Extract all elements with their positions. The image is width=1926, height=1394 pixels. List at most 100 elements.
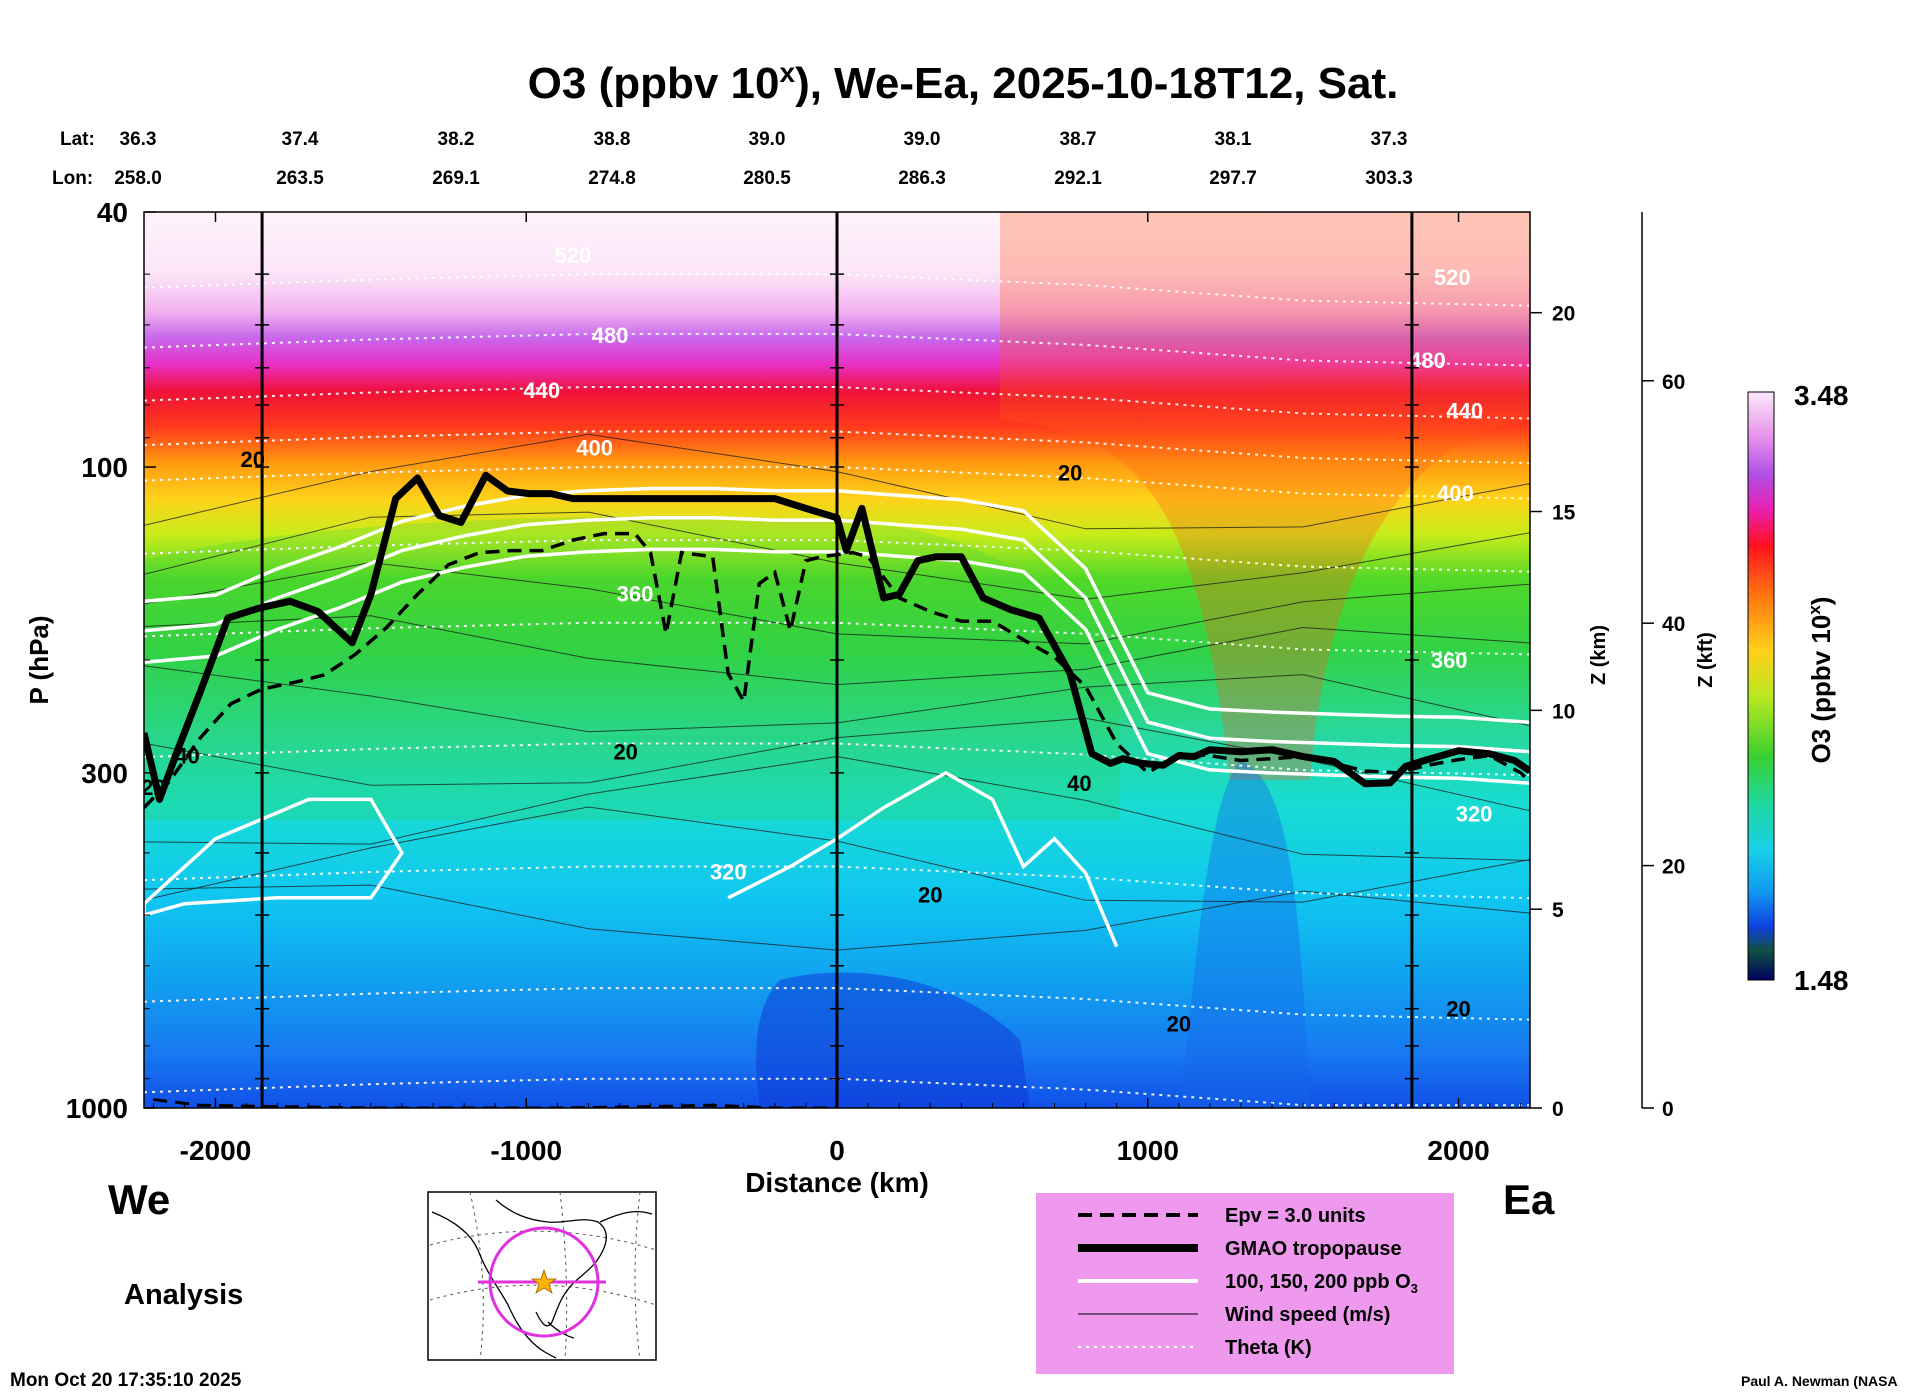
east-label: Ea	[1503, 1176, 1555, 1223]
lat-value: 36.3	[120, 129, 157, 150]
colorbar-max: 3.48	[1794, 380, 1849, 411]
tropopause-line	[144, 471, 1530, 803]
y-axis-label: P (hPa)	[24, 615, 54, 704]
legend-label: Theta (K)	[1225, 1337, 1312, 1359]
title-sup: x	[780, 57, 796, 88]
colorbar-label: O3 (ppbv 10x)	[1805, 597, 1836, 764]
theta-label: 440	[523, 378, 560, 403]
z-kft-tick-label: 20	[1662, 856, 1685, 879]
colorbar-min: 1.48	[1794, 965, 1849, 996]
colorbar-label-sup: x	[1805, 605, 1824, 615]
theta-label: 360	[1431, 648, 1468, 673]
z-km-tick-label: 0	[1552, 1098, 1564, 1121]
colorbar-label-end: )	[1806, 597, 1836, 606]
x-tick-label: -1000	[490, 1135, 562, 1166]
lon-value: 286.3	[898, 168, 946, 189]
theta-label: 400	[1437, 481, 1474, 506]
epv-line	[144, 531, 1530, 809]
continent-outline	[431, 1199, 653, 1359]
theta-contour	[144, 386, 1530, 420]
wind-label: 40	[175, 743, 199, 768]
legend-items: Epv = 3.0 units GMAO tropopause 100, 150, …	[1078, 1205, 1418, 1359]
x-axis: -2000 -1000 0 1000 2000	[152, 212, 1522, 1166]
lon-value: 269.1	[432, 168, 480, 189]
theta-contour	[144, 539, 1530, 573]
lat-value: 38.7	[1060, 129, 1097, 150]
wind-label: 20	[141, 775, 165, 800]
wind-label: 20	[1167, 1012, 1191, 1037]
lon-value: 297.7	[1209, 168, 1257, 189]
coordinate-header: 36.3 37.4 38.2 38.8 39.0 39.0 38.7 38.1 37.3 258.…	[114, 129, 1413, 189]
lat-value: 37.4	[282, 129, 319, 150]
credit: Paul A. Newman (NASA	[1741, 1373, 1898, 1389]
series-lines	[144, 471, 1530, 1108]
legend-label: Epv = 3.0 units	[1225, 1205, 1366, 1227]
stratospheric-intrusion	[1000, 212, 1530, 780]
theta-contour	[144, 865, 1530, 900]
wind-label: 20	[613, 740, 637, 765]
wind-label: 20	[918, 883, 942, 908]
low-ozone-pocket	[756, 972, 1030, 1108]
chart-title: O3 (ppbv 10x), We-Ea, 2025-10-18T12, Sat…	[528, 57, 1399, 108]
lon-value: 258.0	[114, 168, 162, 189]
locator-map	[427, 1191, 657, 1361]
green-tongue	[144, 516, 1120, 820]
theta-contour	[144, 621, 1530, 656]
z-km-tick-label: 15	[1552, 502, 1576, 525]
theta-contour	[144, 466, 1530, 500]
west-label: We	[108, 1176, 170, 1223]
x-tick-label: 1000	[1117, 1135, 1179, 1166]
title-main: O3 (ppbv 10	[528, 59, 780, 108]
legend-label: 100, 150, 200 ppb O3	[1225, 1271, 1418, 1296]
z-km-axis: 0 5 10 15 20	[1529, 212, 1576, 1121]
z-km-tick-label: 5	[1552, 899, 1564, 922]
analysis-label: Analysis	[124, 1279, 243, 1311]
z-km-tick-label: 10	[1552, 700, 1575, 723]
legend-label: GMAO tropopause	[1225, 1238, 1402, 1260]
z-kft-tick-label: 40	[1662, 613, 1685, 636]
lon-value: 274.8	[588, 168, 636, 189]
low-ozone-pocket-east	[1180, 760, 1310, 1108]
wind-label: 40	[1067, 771, 1091, 796]
lat-label: Lat:	[60, 129, 95, 150]
z-kft-tick-label: 60	[1662, 371, 1685, 394]
lat-value: 38.1	[1215, 129, 1252, 150]
theta-label: 360	[617, 581, 654, 606]
wind-label: 20	[1446, 997, 1470, 1022]
ozone-contour-lower	[727, 770, 1119, 948]
lon-value: 292.1	[1054, 168, 1102, 189]
theta-contour	[144, 742, 1530, 777]
theta-label: 440	[1446, 399, 1483, 424]
theta-contour	[144, 430, 1530, 464]
z-kft-axis-label: Z (kft)	[1695, 632, 1717, 688]
lat-value: 39.0	[904, 129, 941, 150]
theta-contour	[144, 333, 1530, 367]
theta-label: 520	[1434, 265, 1471, 290]
x-tick-label: 0	[829, 1135, 845, 1166]
vertical-markers	[255, 212, 1419, 1108]
plot-area: 520 480 440 400 360 320 520 480 440 400 360 320 20 20…	[141, 211, 1531, 1109]
z-km-axis-label: Z (km)	[1588, 625, 1610, 685]
legend: Epv = 3.0 units GMAO tropopause 100, 150, …	[1036, 1193, 1454, 1374]
lon-value: 263.5	[276, 168, 324, 189]
x-tick-label: 2000	[1427, 1135, 1489, 1166]
z-kft-tick-label: 0	[1662, 1098, 1674, 1121]
x-tick-label: -2000	[180, 1135, 252, 1166]
theta-contour	[144, 987, 1530, 1021]
x-axis-label: Distance (km)	[745, 1167, 929, 1198]
theta-label: 480	[592, 323, 629, 348]
legend-label: Wind speed (m/s)	[1225, 1304, 1390, 1326]
theta-label: 480	[1409, 348, 1446, 373]
map-star-icon	[530, 1268, 558, 1294]
timestamp: Mon Oct 20 17:35:10 2025	[10, 1370, 242, 1391]
lat-value: 39.0	[749, 129, 786, 150]
legend-box	[1036, 1193, 1454, 1374]
contour-labels: 520 480 440 400 360 320 520 480 440 400 360 320 20 20…	[141, 243, 1492, 1037]
lon-label: Lon:	[52, 168, 93, 189]
z-km-tick-label: 20	[1552, 303, 1575, 326]
y-tick-label: 300	[81, 758, 128, 789]
theta-label: 520	[554, 243, 591, 268]
wind-label: 20	[1058, 461, 1082, 486]
y-tick-label: 1000	[66, 1093, 128, 1124]
